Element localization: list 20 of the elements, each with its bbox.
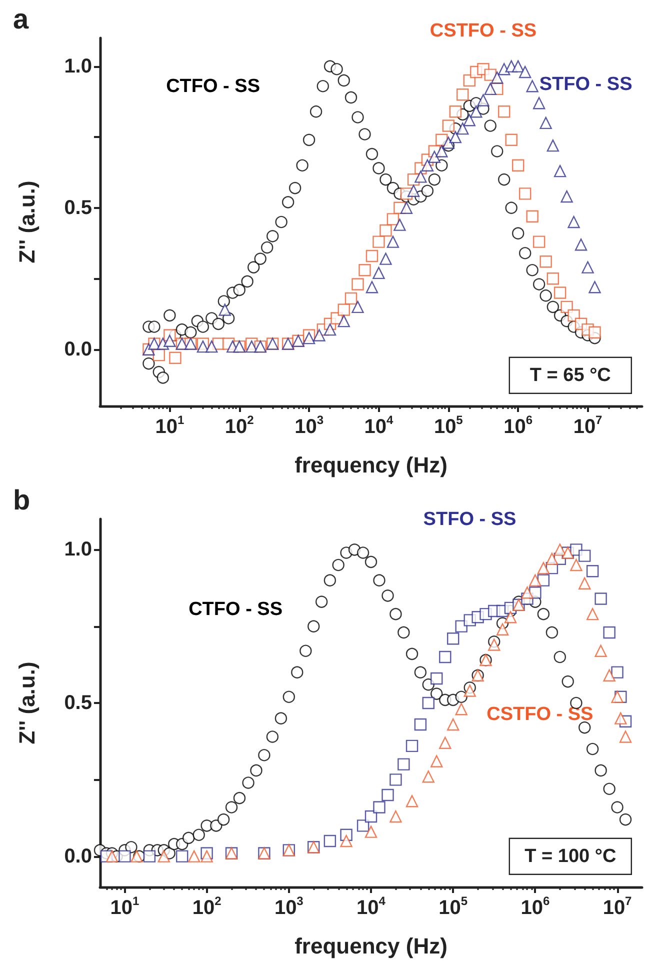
y-tick-label: 0.0 bbox=[64, 845, 92, 868]
chart-title: a bbox=[13, 4, 29, 34]
series-label: CTFO - SS bbox=[188, 599, 283, 620]
series-label: STFO - SS bbox=[539, 74, 632, 95]
y-tick-label: 0.5 bbox=[64, 196, 92, 219]
y-axis-title: Z'' (a.u.) bbox=[14, 180, 40, 264]
y-tick-label: 1.0 bbox=[64, 55, 92, 78]
x-axis-title: frequency (Hz) bbox=[294, 934, 448, 958]
annotation: T = 100 °C bbox=[524, 846, 616, 867]
series-label: CSTFO - SS bbox=[430, 20, 537, 42]
annotation: T = 65 °C bbox=[530, 364, 612, 386]
chart-title: b bbox=[13, 484, 30, 516]
y-tick-label: 0.5 bbox=[64, 692, 92, 714]
x-axis-title: frequency (Hz) bbox=[294, 452, 448, 478]
text: STFO - SS bbox=[423, 509, 516, 530]
y-tick-label: 1.0 bbox=[64, 538, 92, 561]
series-label: CSTFO - SS bbox=[486, 704, 594, 726]
y-axis-title: Z'' (a.u.) bbox=[14, 662, 40, 744]
y-tick-label: 0.0 bbox=[64, 338, 92, 360]
text: CTFO - SS bbox=[166, 76, 260, 97]
